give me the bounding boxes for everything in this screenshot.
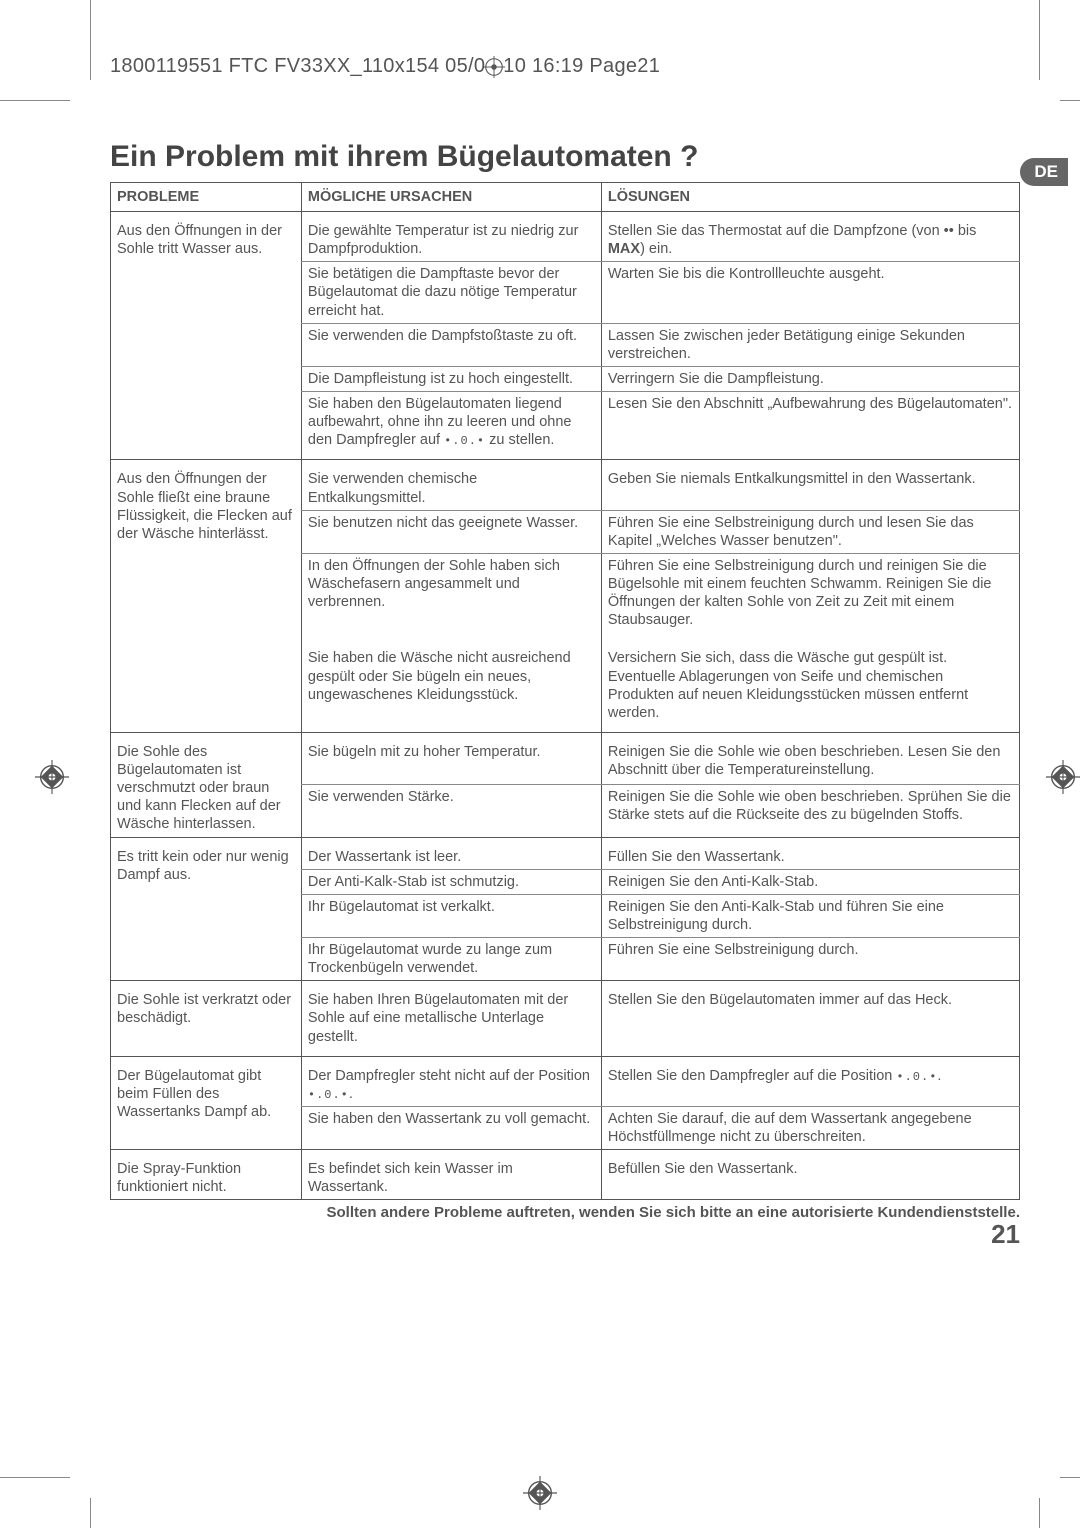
solution-cell: Stellen Sie den Bügelautomaten immer auf…	[601, 981, 1019, 1056]
problem-cell: Die Sohle ist verkratzt oder beschädigt.	[111, 981, 302, 1056]
solution-cell: Führen Sie eine Selbstreinigung durch.	[601, 938, 1019, 981]
solution-cell: Lassen Sie zwischen jeder Betätigung ein…	[601, 323, 1019, 366]
problem-cell: Es tritt kein oder nur wenig Dampf aus.	[111, 837, 302, 981]
problem-cell: Aus den Öffnungen in der Sohle tritt Was…	[111, 212, 302, 460]
print-header: 1800119551 FTC FV33XX_110x154 05/0 10 16:…	[110, 55, 660, 78]
cause-cell: Sie betätigen die Dampftaste bevor der B…	[301, 262, 601, 323]
solution-cell: Reinigen Sie den Anti-Kalk-Stab.	[601, 869, 1019, 894]
solution-cell: Befüllen Sie den Wassertank.	[601, 1150, 1019, 1200]
language-badge: DE	[1020, 158, 1068, 186]
registration-mark-icon	[483, 56, 505, 78]
cause-cell: Sie haben den Bügelautomaten liegend auf…	[301, 392, 601, 460]
cause-cell: Die Dampfleistung ist zu hoch eingestell…	[301, 366, 601, 391]
cause-cell: Sie verwenden die Dampfstoßtaste zu oft.	[301, 323, 601, 366]
cause-cell: Sie verwenden chemische Entkalkungsmitte…	[301, 460, 601, 510]
registration-mark-icon	[35, 760, 69, 794]
registration-mark-icon	[1046, 760, 1080, 794]
solution-cell: Füllen Sie den Wassertank.	[601, 837, 1019, 869]
problem-cell: Aus den Öffnungen der Sohle fließt eine …	[111, 460, 302, 733]
solution-cell: Stellen Sie den Dampfregler auf die Posi…	[601, 1056, 1019, 1106]
page-number: 21	[110, 1219, 1020, 1250]
solution-cell: Reinigen Sie den Anti-Kalk-Stab und führ…	[601, 894, 1019, 937]
cause-cell: Sie haben den Wassertank zu voll gemacht…	[301, 1106, 601, 1149]
cause-cell: Ihr Bügelautomat ist verkalkt.	[301, 894, 601, 937]
solution-cell: Versichern Sie sich, dass die Wäsche gut…	[601, 639, 1019, 732]
problem-cell: Die Sohle des Bügelautomaten ist verschm…	[111, 732, 302, 837]
solution-cell: Lesen Sie den Abschnitt „Aufbewahrung de…	[601, 392, 1019, 460]
cause-cell: Die gewählte Temperatur ist zu niedrig z…	[301, 212, 601, 262]
cause-cell: Sie haben Ihren Bügelautomaten mit der S…	[301, 981, 601, 1056]
header-text-suffix: 10 16:19 Page21	[503, 55, 660, 77]
troubleshooting-table: PROBLEME MÖGLICHE URSACHEN LÖSUNGEN Aus …	[110, 182, 1020, 1200]
cause-cell: Ihr Bügelautomat wurde zu lange zum Troc…	[301, 938, 601, 981]
solution-cell: Verringern Sie die Dampfleistung.	[601, 366, 1019, 391]
solution-cell: Führen Sie eine Selbstreinigung durch un…	[601, 553, 1019, 639]
solution-cell: Reinigen Sie die Sohle wie oben beschrie…	[601, 732, 1019, 784]
cause-cell: Der Wassertank ist leer.	[301, 837, 601, 869]
solution-cell: Stellen Sie das Thermostat auf die Dampf…	[601, 212, 1019, 262]
registration-mark-icon	[523, 1476, 557, 1510]
cause-cell: Sie haben die Wäsche nicht ausreichend g…	[301, 639, 601, 732]
problem-cell: Der Bügelautomat gibt beim Füllen des Wa…	[111, 1056, 302, 1150]
th-solutions: LÖSUNGEN	[601, 183, 1019, 212]
problem-cell: Die Spray-Funktion funktioniert nicht.	[111, 1150, 302, 1200]
solution-cell: Achten Sie darauf, die auf dem Wassertan…	[601, 1106, 1019, 1149]
cause-cell: Sie bügeln mit zu hoher Temperatur.	[301, 732, 601, 784]
cause-cell: Der Dampfregler steht nicht auf der Posi…	[301, 1056, 601, 1106]
th-problems: PROBLEME	[111, 183, 302, 212]
cause-cell: Der Anti-Kalk-Stab ist schmutzig.	[301, 869, 601, 894]
cause-cell: Sie verwenden Stärke.	[301, 785, 601, 837]
header-text-prefix: 1800119551 FTC FV33XX_110x154 05/0	[110, 55, 485, 77]
cause-cell: Es befindet sich kein Wasser im Wasserta…	[301, 1150, 601, 1200]
solution-cell: Reinigen Sie die Sohle wie oben beschrie…	[601, 785, 1019, 837]
solution-cell: Warten Sie bis die Kontrollleuchte ausge…	[601, 262, 1019, 323]
solution-cell: Geben Sie niemals Entkalkungsmittel in d…	[601, 460, 1019, 510]
solution-cell: Führen Sie eine Selbstreinigung durch un…	[601, 510, 1019, 553]
th-causes: MÖGLICHE URSACHEN	[301, 183, 601, 212]
cause-cell: In den Öffnungen der Sohle haben sich Wä…	[301, 553, 601, 639]
page-title: Ein Problem mit ihrem Bügelautomaten ?	[110, 140, 1020, 174]
cause-cell: Sie benutzen nicht das geeignete Wasser.	[301, 510, 601, 553]
